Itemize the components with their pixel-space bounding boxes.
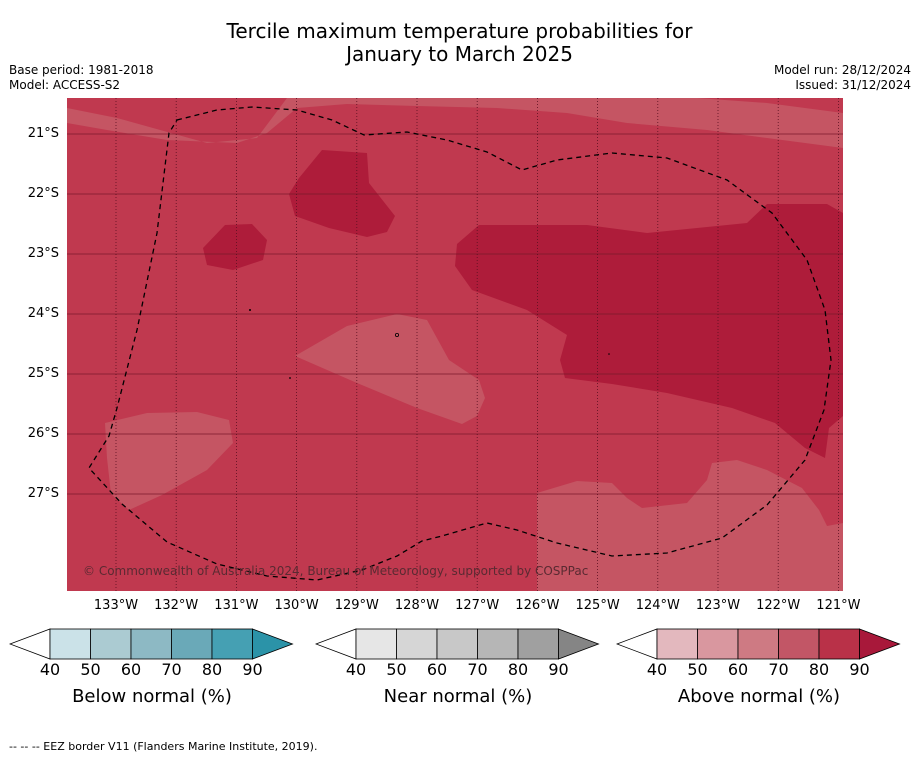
region-dark-west [203,224,267,270]
colorbar-near-scale [315,628,600,660]
longitude-label: 132°W [154,598,199,613]
title-line-2: January to March 2025 [346,42,573,66]
colorbar-segment [90,628,132,660]
colorbar-tick-label: 50 [386,660,407,679]
colorbar-tick-label: 50 [80,660,101,679]
latitude-label: 23°S [27,246,59,261]
region-dark-north [289,150,395,237]
region-light-southwest [105,412,233,510]
base-period: Base period: 1981-2018 [9,63,154,77]
colorbar-above-title: Above normal (%) [677,686,841,707]
issued-date: Issued: 31/12/2024 [795,78,911,92]
copyright-notice: © Commonwealth of Australia 2024, Bureau… [83,564,589,578]
longitude-label: 124°W [635,598,680,613]
region-light-southeast [537,460,843,591]
latitude-label: 24°S [27,306,59,321]
colorbar-segment [477,628,519,660]
longitude-label: 123°W [695,598,741,613]
eez-legend-footer: -- -- -- EEZ border V11 (Flanders Marine… [9,740,318,753]
colorbar-segment [818,628,860,660]
colorbar-tick-label: 70 [467,660,488,679]
colorbar-segment [130,628,172,660]
colorbar-near-title: Near normal (%) [383,686,533,707]
region-light-south [537,576,617,591]
latitude-label: 27°S [27,486,59,501]
longitude-label: 122°W [756,598,801,613]
colorbar-tick-label: 90 [242,660,263,679]
colorbar-extend-low [315,628,357,660]
colorbar-segment [49,628,91,660]
colorbar-tick-label: 60 [426,660,448,679]
region-light-top [67,98,843,148]
colorbar-tick-label: 40 [646,660,668,679]
colorbar-tick-label: 50 [687,660,708,679]
colorbar-tick-label: 90 [548,660,569,679]
colorbar-tick-label: 80 [507,660,529,679]
colorbar-below-title: Below normal (%) [72,686,232,707]
longitude-label: 126°W [515,598,560,613]
region-light-center [295,314,485,424]
longitude-label: 121°W [816,598,861,613]
colorbar-extend-low [616,628,658,660]
colorbar-tick-label: 80 [808,660,830,679]
colorbar-segment [737,628,779,660]
colorbar-tick-label: 60 [727,660,749,679]
colorbar-extend-high [859,628,901,660]
colorbar-segment [697,628,739,660]
latitude-label: 25°S [27,366,59,381]
colorbar-segment [171,628,213,660]
colorbar-segment [436,628,478,660]
colorbar-segment [656,628,698,660]
colorbar-segment [211,628,253,660]
colorbar-tick-label: 60 [120,660,142,679]
longitude-label: 130°W [274,598,319,613]
colorbar-above-scale [616,628,901,660]
graticule [67,98,843,591]
colorbar-tick-label: 80 [201,660,223,679]
model-run: Model run: 28/12/2024 [773,63,911,77]
longitude-label: 128°W [394,598,440,613]
colorbar-segment [778,628,820,660]
latitude-label: 22°S [27,186,59,201]
colorbar-tick-label: 70 [161,660,182,679]
colorbar-extend-high [252,628,294,660]
colorbar-segment [517,628,559,660]
model-name: Model: ACCESS-S2 [9,78,121,92]
colorbar-extend-high [558,628,600,660]
longitude-label: 127°W [455,598,500,613]
longitude-label: 133°W [93,598,139,613]
eez-border [88,106,832,581]
island-speck [249,309,251,311]
colorbar-tick-label: 40 [39,660,61,679]
colorbar-tick-label: 40 [345,660,367,679]
colorbar-tick-label: 70 [768,660,789,679]
colorbar-extend-low [9,628,51,660]
colorbar-segment [396,628,438,660]
title-line-1: Tercile maximum temperature probabilitie… [226,19,693,43]
longitude-label: 129°W [334,598,379,613]
latitude-label: 21°S [27,126,59,141]
colorbar-tick-label: 90 [849,660,870,679]
region-dark-east [455,204,843,458]
map-svg [67,98,843,591]
probability-map: © Commonwealth of Australia 2024, Bureau… [67,98,843,591]
colorbar-below-scale [9,628,294,660]
island-speck [394,332,399,337]
longitude-label: 125°W [575,598,620,613]
island-speck [608,353,610,355]
colorbar-segment [355,628,397,660]
longitude-label: 131°W [214,598,259,613]
latitude-label: 26°S [27,426,59,441]
island-speck [289,377,291,379]
